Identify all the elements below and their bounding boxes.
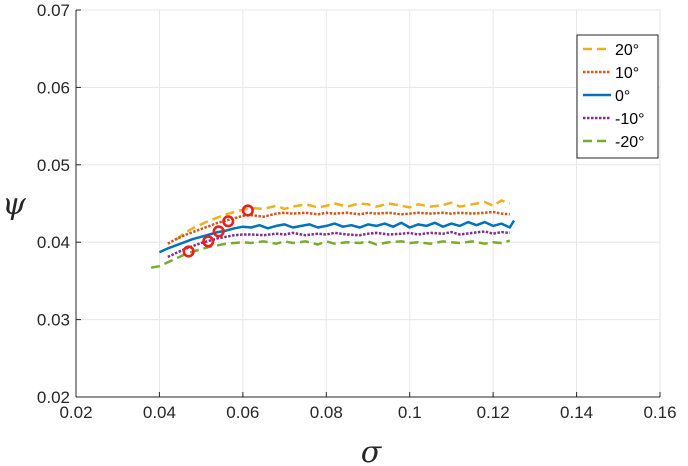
marker-point-4: [241, 204, 254, 217]
y-tick-label: 0.07: [37, 1, 70, 20]
y-axis-label: ψ: [2, 187, 26, 222]
series-line-1: [167, 210, 510, 245]
y-tick-label: 0.02: [37, 388, 70, 407]
marker-point-0: [182, 245, 195, 258]
x-tick-label: 0.16: [643, 403, 676, 422]
marker-point-2: [212, 225, 225, 238]
legend-label-0: 20°: [615, 42, 639, 59]
x-tick-label: 0.04: [143, 403, 176, 422]
x-tick-label: 0.14: [560, 403, 593, 422]
x-axis-label: σ: [361, 435, 383, 466]
y-tick-label: 0.06: [37, 78, 70, 97]
legend-label-4: -20°: [615, 134, 645, 151]
series-line-0: [175, 199, 511, 241]
legend-label-1: 10°: [615, 65, 639, 82]
x-tick-label: 0.12: [477, 403, 510, 422]
x-tick-label: 0.06: [226, 403, 259, 422]
series-line-2: [158, 219, 516, 254]
series-line-4: [150, 239, 511, 269]
legend-box: [576, 34, 659, 159]
x-tick-label: 0.1: [398, 403, 422, 422]
axes: 0.02 0.04 0.06 0.08 0.1 0.12 0.14 0.16 0.02 0.03 0…: [37, 1, 677, 422]
series-line-3: [167, 230, 510, 259]
x-tick-label: 0.02: [59, 403, 92, 422]
legend-label-2: 0°: [615, 88, 630, 105]
y-tick-label: 0.04: [37, 233, 70, 252]
marker-point-1: [202, 235, 215, 248]
series-group: [150, 199, 516, 269]
y-tick-label: 0.05: [37, 156, 70, 175]
legend-label-3: -10°: [615, 111, 645, 128]
x-tick-label: 0.08: [310, 403, 343, 422]
y-tick-label: 0.03: [37, 311, 70, 330]
marker-group: [182, 204, 254, 258]
legend: 20° 10° 0° -10° -20°: [576, 34, 659, 159]
marker-point-3: [222, 215, 235, 228]
